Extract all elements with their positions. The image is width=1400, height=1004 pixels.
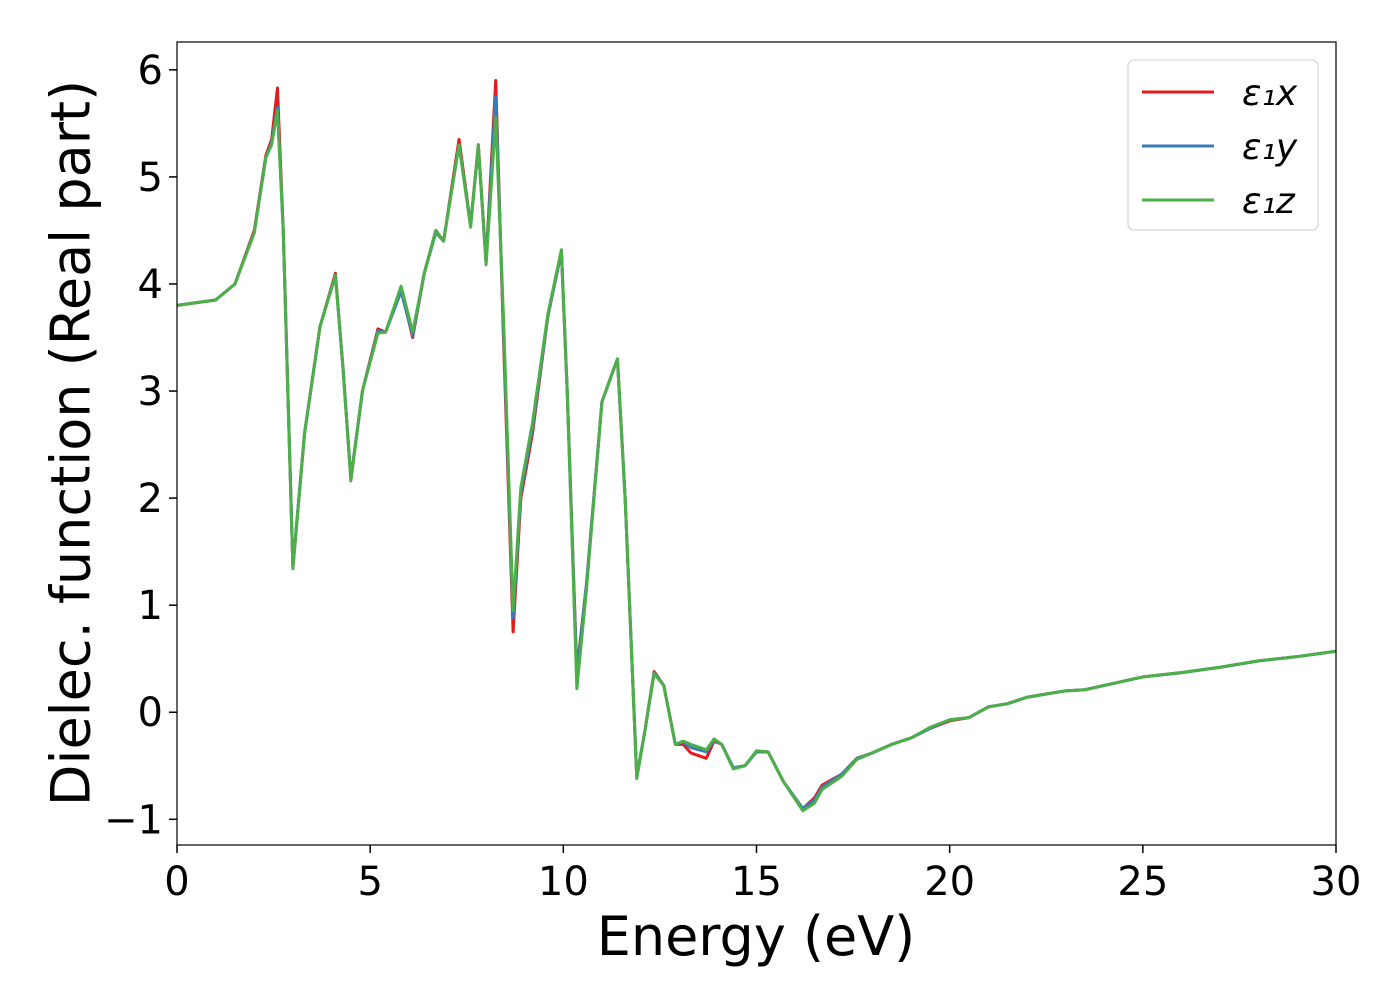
y-tick-label: 6: [138, 48, 163, 94]
y-tick-label: 1: [138, 583, 163, 629]
legend-label: ε₁z: [1242, 181, 1296, 222]
plot-frame: [176, 41, 1337, 846]
y-tick-label: 0: [138, 690, 163, 736]
x-tick-label: 15: [731, 859, 782, 905]
legend-label: ε₁y: [1242, 127, 1298, 168]
data-line: [176, 109, 1337, 813]
x-tick-label: 25: [1117, 859, 1168, 905]
x-tick-label: 10: [538, 859, 589, 905]
legend-label: ε₁x: [1242, 73, 1298, 114]
x-tick-label: 30: [1311, 859, 1362, 905]
y-tick-label: 2: [138, 476, 163, 522]
y-tick-label: 3: [138, 369, 163, 415]
x-tick-label: 0: [164, 859, 189, 905]
y-tick-label: 5: [138, 155, 163, 201]
x-tick-label: 20: [924, 859, 975, 905]
y-tick-label: −1: [104, 797, 163, 843]
x-tick-label: 5: [357, 859, 382, 905]
y-tick-label: 4: [138, 262, 163, 308]
y-axis-label: Dielec. function (Real part): [40, 80, 103, 806]
legend-box: [1127, 59, 1319, 231]
x-axis-label: Energy (eV): [597, 905, 916, 968]
